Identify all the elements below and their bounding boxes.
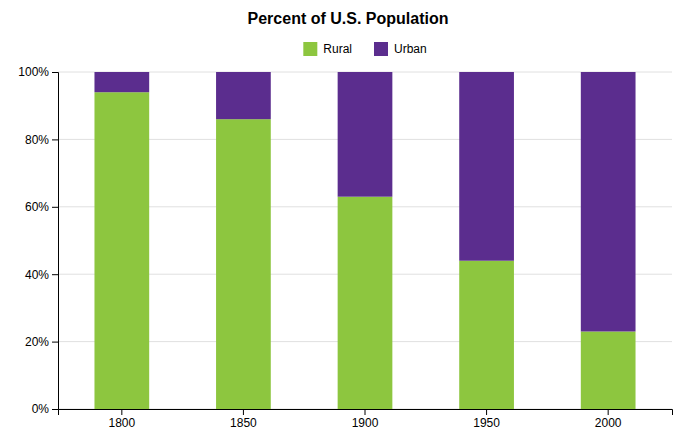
tick-mark — [243, 409, 244, 415]
tick-mark — [608, 409, 609, 415]
tick-label: 80% — [25, 133, 49, 147]
tick-mark — [121, 409, 122, 415]
bar — [338, 197, 393, 409]
tick: 80% — [25, 133, 58, 147]
tick-mark — [52, 72, 58, 73]
tick-mark — [52, 274, 58, 275]
bar — [216, 72, 271, 119]
axis-line — [59, 410, 673, 416]
bar — [338, 72, 393, 197]
legend-item: Urban — [374, 42, 427, 56]
legend-swatch — [374, 42, 388, 56]
tick: 1950 — [473, 409, 500, 430]
tick-mark — [365, 409, 366, 415]
bar — [581, 331, 636, 409]
tick-mark — [486, 409, 487, 415]
y-axis: 0% 20% 40% 60% 80% 100% — [18, 65, 58, 416]
bar — [459, 261, 514, 409]
tick-mark — [52, 342, 58, 343]
plot: 0% 20% 40% 60% 80% 100% 1800 1850 1900 1950 2000 — [18, 65, 672, 429]
tick-mark — [52, 409, 58, 410]
tick-label: 0% — [32, 402, 50, 416]
tick: 2000 — [595, 409, 622, 430]
tick-mark — [52, 139, 58, 140]
legend-item: Rural — [303, 42, 352, 56]
legend-label: Rural — [323, 42, 352, 56]
series — [94, 72, 635, 331]
bar — [581, 72, 636, 331]
tick-label: 1850 — [230, 416, 257, 430]
tick-label: 1900 — [352, 416, 379, 430]
bar — [216, 119, 271, 409]
tick-label: 20% — [25, 335, 49, 349]
tick-label: 40% — [25, 268, 49, 282]
tick-mark — [52, 207, 58, 208]
tick: 40% — [25, 268, 58, 282]
tick: 1800 — [108, 409, 135, 430]
bars — [94, 72, 635, 409]
tick: 60% — [25, 200, 58, 214]
tick-label: 1950 — [473, 416, 500, 430]
tick: 1850 — [230, 409, 257, 430]
legend: Rural Urban — [303, 42, 426, 56]
bar — [94, 92, 149, 409]
grid — [58, 72, 672, 409]
tick: 1900 — [352, 409, 379, 430]
bar — [459, 72, 514, 261]
tick: 20% — [25, 335, 58, 349]
tick-label: 1800 — [108, 416, 135, 430]
axis-line — [52, 73, 59, 410]
tick: 0% — [32, 402, 58, 416]
title: Percent of U.S. Population — [248, 10, 449, 27]
tick-label: 100% — [18, 65, 49, 79]
legend-swatch — [303, 42, 317, 56]
chart: Percent of U.S. Population 0% 20% 40% 60% 80%… — [0, 0, 696, 445]
x-axis: 1800 1850 1900 1950 2000 — [59, 409, 673, 430]
tick-label: 2000 — [595, 416, 622, 430]
tick-label: 60% — [25, 200, 49, 214]
tick: 100% — [18, 65, 58, 79]
bar — [94, 72, 149, 92]
legend-label: Urban — [394, 42, 427, 56]
